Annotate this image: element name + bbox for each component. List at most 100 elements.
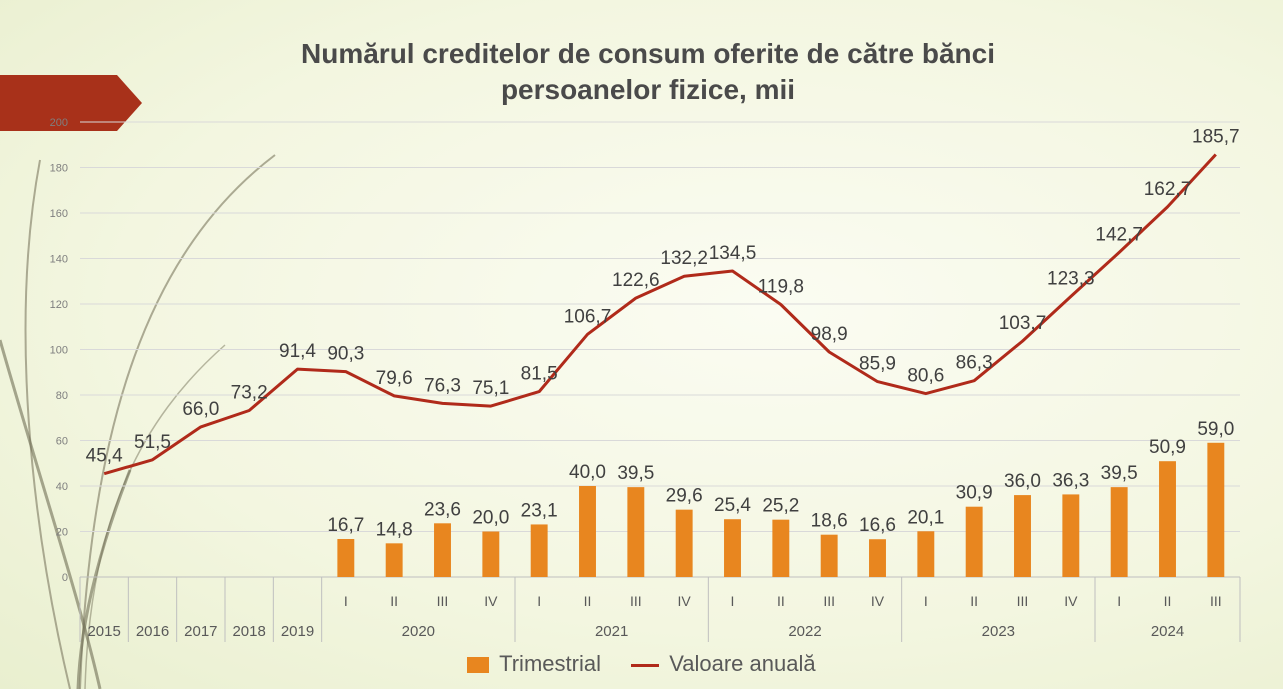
x-year-label: 2018 bbox=[232, 623, 265, 640]
bar-data-label: 39,5 bbox=[617, 463, 654, 484]
bar bbox=[1110, 487, 1128, 577]
x-year-label: 2023 bbox=[982, 623, 1015, 640]
bar bbox=[530, 524, 548, 577]
bar-data-label: 36,0 bbox=[1004, 471, 1041, 492]
bar-data-label: 25,2 bbox=[762, 496, 799, 517]
x-year-label: 2019 bbox=[281, 623, 314, 640]
line-data-label: 122,6 bbox=[612, 270, 660, 291]
legend-label-line: Valoare anuală bbox=[669, 651, 816, 677]
bar bbox=[675, 509, 693, 577]
bar bbox=[1062, 494, 1080, 577]
x-year-label: 2021 bbox=[595, 623, 628, 640]
x-quarter-label: III bbox=[1210, 593, 1222, 609]
x-year-label: 2015 bbox=[87, 623, 120, 640]
bar bbox=[627, 487, 645, 577]
y-tick-label: 180 bbox=[50, 163, 68, 175]
line-data-label: 45,4 bbox=[86, 446, 123, 467]
bar bbox=[1207, 442, 1225, 577]
decor-curve-2 bbox=[79, 154, 276, 689]
y-tick-label: 20 bbox=[56, 527, 68, 539]
x-quarter-label: III bbox=[630, 593, 642, 609]
bar-data-label: 30,9 bbox=[956, 483, 993, 504]
y-tick-label: 160 bbox=[50, 208, 68, 220]
y-tick-label: 120 bbox=[50, 299, 68, 311]
bar bbox=[579, 486, 596, 577]
line-data-label: 142,7 bbox=[1095, 224, 1143, 245]
line-data-label: 91,4 bbox=[279, 341, 316, 362]
line-data-label: 85,9 bbox=[859, 354, 896, 375]
bar-data-label: 16,6 bbox=[859, 515, 896, 536]
y-tick-label: 0 bbox=[62, 572, 68, 584]
bar bbox=[434, 523, 451, 577]
x-quarter-label: II bbox=[1164, 593, 1172, 609]
line-data-label: 80,6 bbox=[907, 366, 944, 387]
line-data-label: 86,3 bbox=[956, 353, 993, 374]
x-year-label: 2020 bbox=[402, 623, 435, 640]
x-quarter-label: I bbox=[537, 593, 541, 609]
chart-title-line-2: persoanelor fizice, mii bbox=[500, 74, 796, 105]
bar bbox=[772, 519, 790, 577]
x-quarter-label: I bbox=[344, 593, 348, 609]
accent-tab-shape bbox=[0, 75, 142, 131]
line-data-label: 73,2 bbox=[231, 382, 268, 403]
decor-curve-1 bbox=[24, 159, 71, 689]
bar-data-label: 59,0 bbox=[1197, 419, 1234, 440]
line-data-label: 98,9 bbox=[811, 324, 848, 345]
x-quarter-label: IV bbox=[1064, 593, 1078, 609]
bar bbox=[965, 506, 983, 577]
bar-data-label: 25,4 bbox=[714, 495, 751, 516]
bar-data-label: 20,0 bbox=[472, 508, 509, 529]
line-data-label: 90,3 bbox=[327, 344, 364, 365]
line-data-label: 185,7 bbox=[1192, 127, 1240, 148]
bar bbox=[724, 519, 741, 577]
y-tick-label: 60 bbox=[56, 436, 68, 448]
y-tick-label: 200 bbox=[50, 117, 68, 129]
x-quarter-label: I bbox=[924, 593, 928, 609]
decor-curve-5 bbox=[76, 469, 132, 689]
bar-data-label: 50,9 bbox=[1149, 437, 1186, 458]
x-quarter-label: IV bbox=[871, 593, 885, 609]
line-data-label: 66,0 bbox=[182, 399, 219, 420]
chart-title-line-1: Numărul creditelor de consum oferite de … bbox=[301, 38, 995, 69]
decor-curve-4 bbox=[0, 339, 102, 689]
x-year-label: 2022 bbox=[788, 623, 821, 640]
bar bbox=[337, 539, 355, 577]
line-data-label: 103,7 bbox=[999, 313, 1047, 334]
x-quarter-label: III bbox=[1017, 593, 1029, 609]
x-quarter-label: I bbox=[1117, 593, 1121, 609]
x-year-label: 2024 bbox=[1151, 623, 1184, 640]
line-data-label: 162,7 bbox=[1144, 179, 1192, 200]
line-data-label: 79,6 bbox=[376, 368, 413, 389]
legend-swatch-line bbox=[631, 663, 660, 667]
line-data-label: 76,3 bbox=[424, 375, 461, 396]
x-quarter-label: II bbox=[970, 593, 978, 609]
y-tick-label: 40 bbox=[56, 481, 68, 493]
x-year-label: 2017 bbox=[184, 623, 217, 640]
bar-data-label: 39,5 bbox=[1101, 463, 1138, 484]
line-data-label: 106,7 bbox=[564, 306, 612, 327]
legend: Trimestrial Valoare anuală bbox=[0, 650, 1283, 677]
bar bbox=[820, 534, 838, 577]
bar-data-label: 23,1 bbox=[521, 500, 558, 521]
bar bbox=[482, 531, 500, 577]
line-data-label: 132,2 bbox=[660, 248, 708, 269]
x-quarter-label: IV bbox=[484, 593, 498, 609]
line-data-label: 123,3 bbox=[1047, 268, 1095, 289]
x-quarter-label: II bbox=[777, 593, 785, 609]
x-quarter-label: II bbox=[390, 593, 398, 609]
bar bbox=[385, 543, 403, 577]
legend-swatch-bar bbox=[467, 657, 490, 674]
bar bbox=[869, 539, 886, 577]
line-data-label: 81,5 bbox=[521, 364, 558, 385]
x-quarter-label: II bbox=[584, 593, 592, 609]
y-tick-label: 80 bbox=[56, 390, 68, 402]
x-quarter-label: III bbox=[823, 593, 835, 609]
line-data-label: 134,5 bbox=[709, 243, 757, 264]
bar bbox=[1159, 461, 1176, 577]
bar-data-label: 29,6 bbox=[666, 486, 703, 507]
bar bbox=[1014, 495, 1031, 577]
bar-data-label: 20,1 bbox=[907, 507, 944, 528]
line-data-label: 119,8 bbox=[758, 276, 804, 297]
x-quarter-label: I bbox=[731, 593, 735, 609]
